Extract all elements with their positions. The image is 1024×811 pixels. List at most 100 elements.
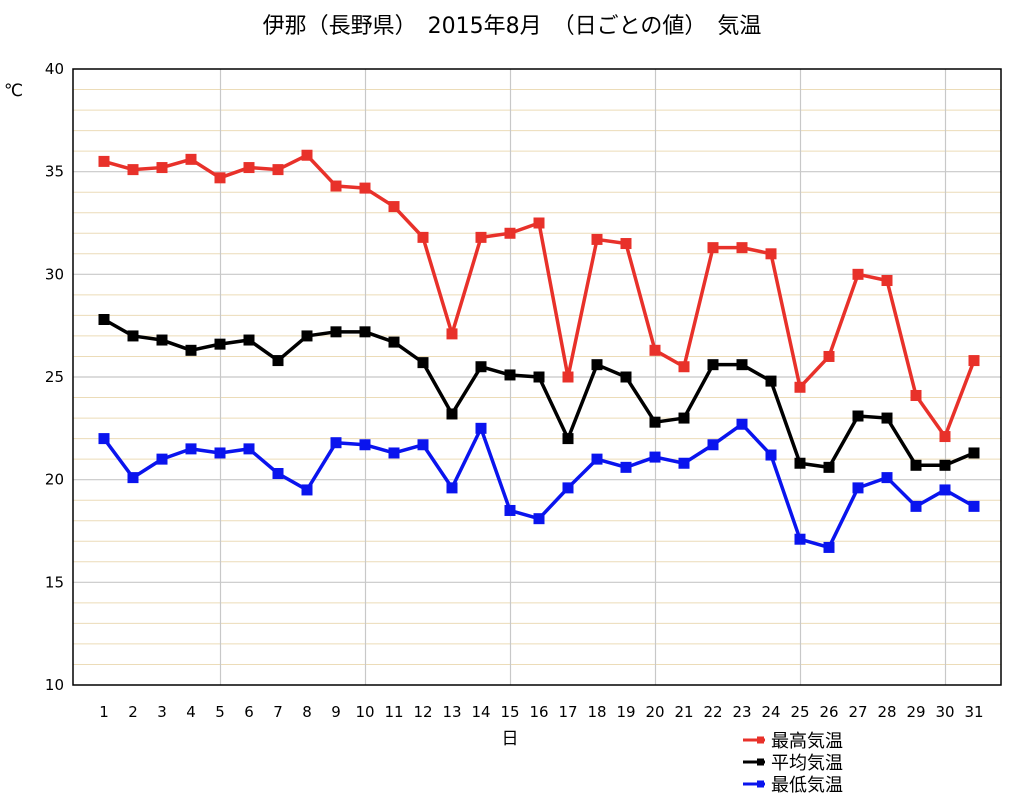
x-tick-label: 26 [819, 703, 838, 721]
data-point [794, 381, 806, 393]
data-point [678, 361, 690, 373]
x-tick-label: 2 [128, 703, 138, 721]
data-point [330, 326, 342, 338]
data-point [620, 461, 632, 473]
y-tick-label: 25 [45, 368, 64, 386]
data-point [736, 418, 748, 430]
legend-label: 最低気温 [771, 775, 843, 796]
data-point [707, 439, 719, 451]
data-point [446, 482, 458, 494]
data-point [591, 453, 603, 465]
x-tick-label: 15 [500, 703, 519, 721]
data-point [417, 231, 429, 243]
x-tick-label: 20 [645, 703, 664, 721]
data-point [707, 359, 719, 371]
data-point [446, 408, 458, 420]
x-tick-label: 24 [761, 703, 780, 721]
data-point [562, 433, 574, 445]
data-point [939, 431, 951, 443]
series-layer [98, 149, 980, 553]
data-point [272, 164, 284, 176]
data-point [359, 439, 371, 451]
x-tick-label: 16 [529, 703, 548, 721]
x-tick-label: 8 [302, 703, 312, 721]
data-point [504, 227, 516, 239]
data-point [794, 533, 806, 545]
data-point [562, 371, 574, 383]
data-point [243, 443, 255, 455]
data-point [185, 153, 197, 165]
data-point [852, 268, 864, 280]
x-tick-label: 27 [848, 703, 867, 721]
x-tick-label: 6 [244, 703, 254, 721]
data-point [562, 482, 574, 494]
data-point [910, 500, 922, 512]
data-point [359, 182, 371, 194]
x-tick-label: 30 [935, 703, 954, 721]
data-point [98, 155, 110, 167]
x-tick-label: 17 [558, 703, 577, 721]
data-point [533, 513, 545, 525]
x-tick-label: 1 [99, 703, 109, 721]
data-point [678, 457, 690, 469]
x-tick-label: 14 [471, 703, 490, 721]
x-axis-ticks: 1 2 3 4 5 6 7 8 9 10 11 12 13 14 15 16 17 18 19 20 21 22 23 24 2… [99, 703, 983, 721]
data-point [301, 149, 313, 161]
data-point [591, 359, 603, 371]
x-tick-label: 23 [732, 703, 751, 721]
data-point [968, 447, 980, 459]
data-point [881, 274, 893, 286]
data-point [968, 355, 980, 367]
legend-label: 最高気温 [771, 731, 843, 752]
y-tick-label: 15 [45, 573, 64, 591]
data-point [359, 326, 371, 338]
grid-lines [73, 69, 1001, 685]
data-point [823, 541, 835, 553]
data-point [910, 389, 922, 401]
x-tick-label: 4 [186, 703, 196, 721]
data-point [243, 334, 255, 346]
x-tick-label: 9 [331, 703, 341, 721]
x-tick-label: 19 [616, 703, 635, 721]
plot-frame [72, 68, 1002, 686]
data-point [504, 369, 516, 381]
data-point [939, 459, 951, 471]
legend-marker [757, 780, 764, 788]
data-point [707, 242, 719, 254]
legend-marker [757, 758, 764, 766]
data-point [823, 461, 835, 473]
data-point [678, 412, 690, 424]
data-point [475, 422, 487, 434]
data-point [98, 433, 110, 445]
data-point [214, 447, 226, 459]
data-point [475, 361, 487, 373]
y-tick-label: 30 [45, 265, 64, 283]
data-point [388, 447, 400, 459]
data-point [852, 410, 864, 422]
data-point [185, 443, 197, 455]
data-point [620, 371, 632, 383]
data-point [765, 449, 777, 461]
x-tick-label: 10 [355, 703, 374, 721]
data-point [156, 162, 168, 174]
data-point [736, 359, 748, 371]
data-point [214, 172, 226, 184]
data-point [417, 439, 429, 451]
x-tick-label: 22 [703, 703, 722, 721]
series-line [103, 153, 976, 439]
data-point [968, 500, 980, 512]
y-tick-label: 20 [45, 471, 64, 489]
chart-title: 伊那（長野県） 2015年8月 （日ごとの値） 気温 [262, 14, 762, 39]
data-point [417, 357, 429, 369]
data-point [98, 314, 110, 326]
data-point [823, 350, 835, 362]
data-point [446, 328, 458, 340]
data-point [504, 504, 516, 516]
data-point [649, 451, 661, 463]
x-tick-label: 21 [674, 703, 693, 721]
data-point [272, 468, 284, 480]
data-point [794, 457, 806, 469]
data-point [649, 416, 661, 428]
